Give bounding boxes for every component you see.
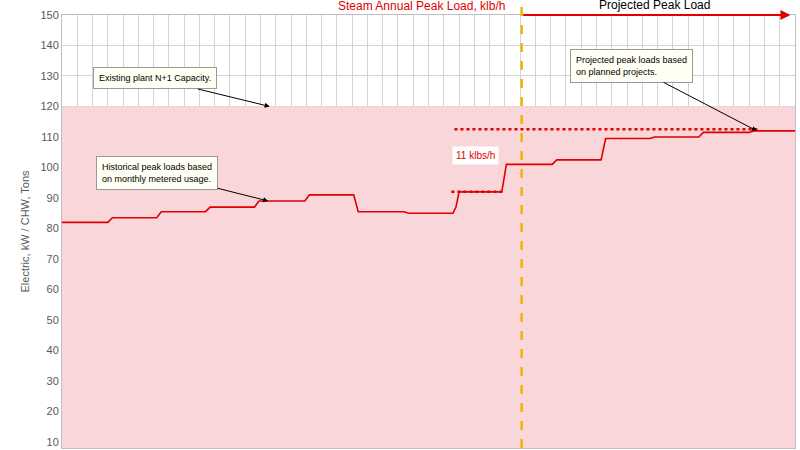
svg-text:Existing plant N+1 Capacity.: Existing plant N+1 Capacity. (99, 73, 211, 83)
svg-text:130: 130 (40, 70, 58, 82)
svg-text:110: 110 (41, 131, 59, 143)
svg-text:70: 70 (47, 253, 59, 265)
svg-text:120: 120 (40, 100, 58, 112)
svg-text:50: 50 (47, 314, 59, 326)
svg-text:140: 140 (40, 39, 58, 51)
svg-text:60: 60 (47, 283, 59, 295)
svg-text:11 klbs/h: 11 klbs/h (456, 150, 495, 161)
svg-text:Steam Annual Peak Load, klb/h: Steam Annual Peak Load, klb/h (338, 0, 505, 13)
svg-text:80: 80 (47, 222, 59, 234)
svg-text:90: 90 (47, 192, 59, 204)
svg-text:Projected peak loads basedon p: Projected peak loads basedon planned pro… (576, 55, 687, 77)
svg-text:30: 30 (47, 375, 59, 387)
svg-text:Electric, kW / CHW, Tons: Electric, kW / CHW, Tons (19, 170, 31, 293)
svg-text:10: 10 (47, 436, 59, 448)
svg-text:150: 150 (40, 9, 58, 21)
svg-text:Historical peak loads basedon: Historical peak loads basedon monthly me… (102, 162, 212, 184)
svg-text:100: 100 (40, 161, 58, 173)
svg-text:40: 40 (47, 344, 59, 356)
svg-text:Projected Peak Load: Projected Peak Load (599, 0, 710, 12)
svg-text:20: 20 (47, 405, 59, 417)
